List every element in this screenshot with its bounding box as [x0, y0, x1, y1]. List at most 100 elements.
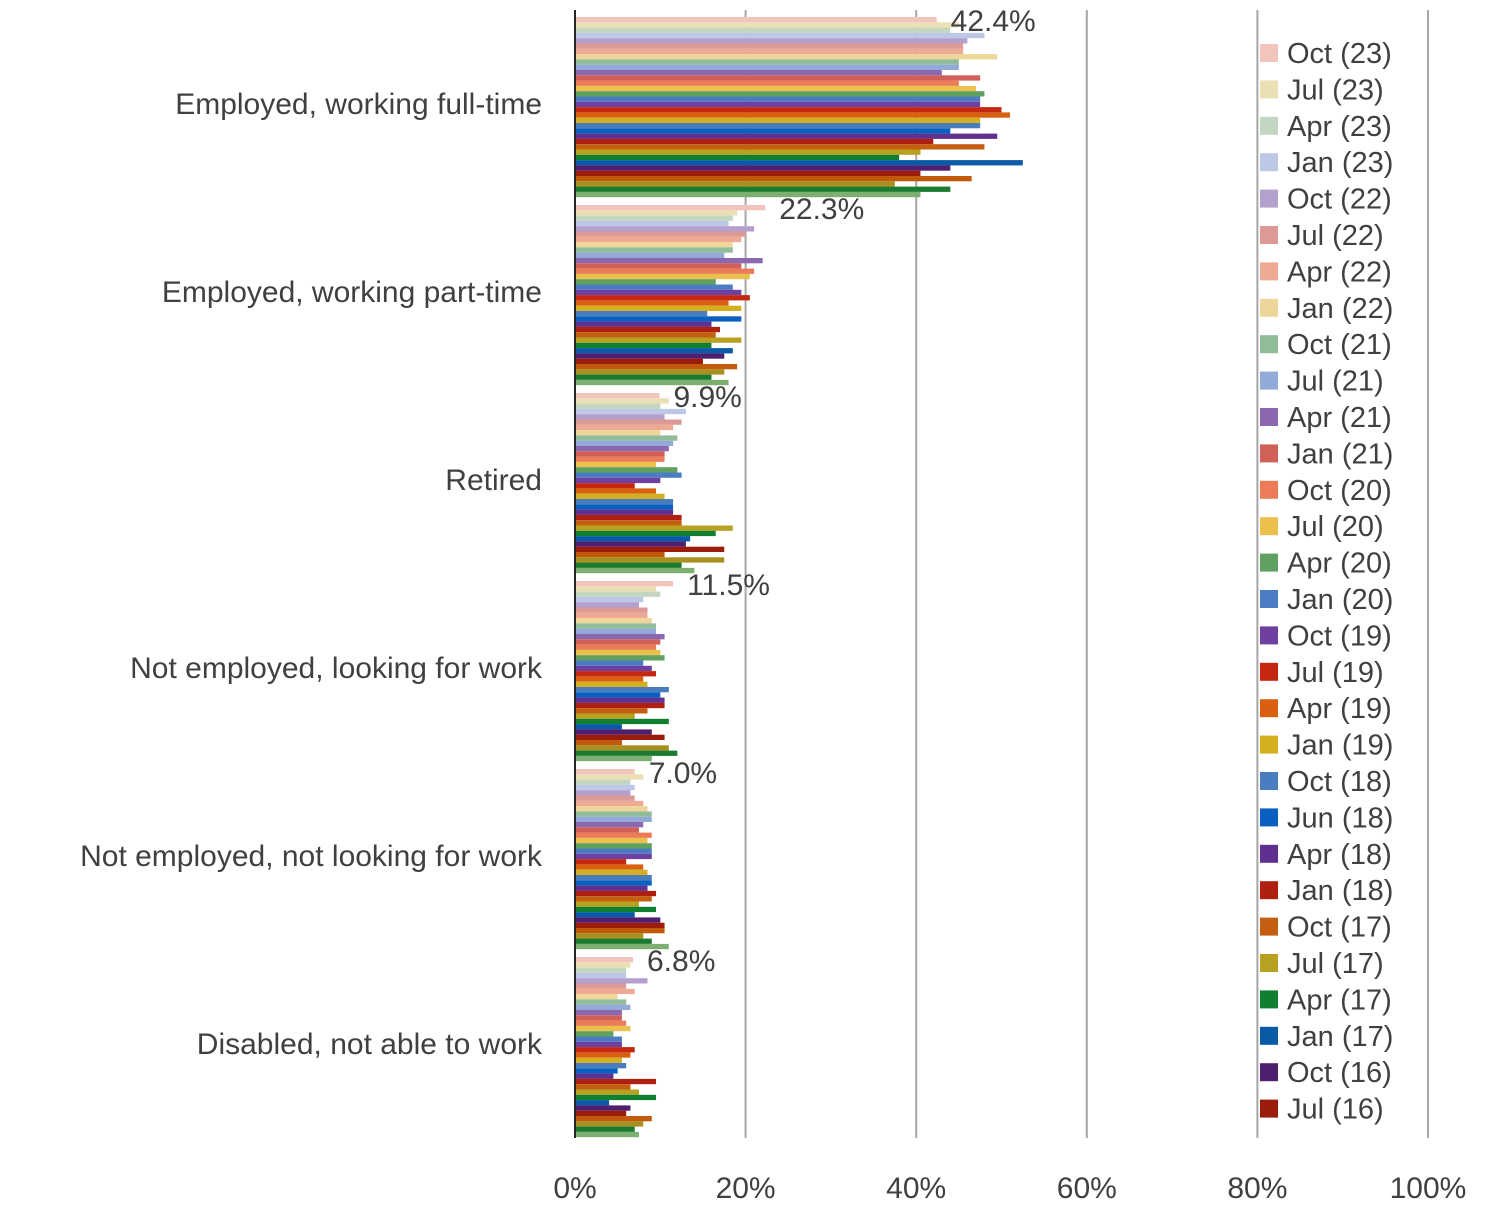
legend-label: Jan (23) [1287, 147, 1393, 179]
bar [575, 258, 763, 264]
bar [575, 289, 742, 296]
legend-label: Jul (23) [1287, 74, 1384, 106]
legend-label: Apr (17) [1287, 984, 1392, 1016]
legend-swatch [1260, 408, 1278, 426]
bar [575, 268, 755, 274]
category-label: Disabled, not able to work [197, 1028, 543, 1061]
bar [575, 440, 674, 446]
data-labels: 42.4% 22.3% 9.9% 11.5% 7.0% 6.8% [647, 5, 1036, 978]
bar [575, 634, 665, 640]
bar [575, 586, 657, 592]
bar [575, 957, 633, 963]
bar [575, 912, 635, 918]
bar [575, 138, 934, 145]
bar [575, 252, 725, 258]
bar [575, 750, 678, 756]
bar [575, 943, 669, 950]
bar [575, 1121, 644, 1127]
bar [575, 1004, 631, 1010]
legend-label: Apr (20) [1287, 548, 1392, 580]
bar [575, 697, 665, 703]
legend-swatch [1260, 881, 1278, 900]
gridlines [744, 10, 1429, 1138]
bar [575, 305, 742, 311]
bar [575, 859, 627, 865]
bar [575, 885, 648, 891]
bar [575, 85, 976, 92]
legend-swatch [1260, 444, 1278, 463]
bar [575, 602, 639, 608]
legend-label: Jan (19) [1287, 730, 1393, 762]
bar [575, 133, 998, 139]
bar [575, 708, 648, 714]
bar [575, 215, 733, 221]
bar [575, 612, 648, 619]
bar [575, 32, 985, 39]
bar [575, 369, 725, 375]
legend-swatch [1260, 153, 1278, 172]
bar [575, 784, 635, 791]
bar [575, 27, 951, 33]
category-label: Not employed, not looking for work [80, 840, 543, 873]
bar [575, 983, 627, 989]
legend-swatch [1260, 44, 1278, 62]
bar [575, 435, 678, 441]
bar [575, 430, 661, 436]
legend-label: Apr (23) [1287, 111, 1392, 143]
bar [575, 398, 669, 404]
bar [575, 1094, 657, 1101]
bar [575, 342, 712, 349]
bar [575, 472, 682, 478]
bar [575, 734, 665, 740]
bar [575, 676, 644, 682]
bar [575, 1084, 631, 1090]
bar [575, 374, 712, 380]
bar [575, 660, 644, 666]
bars [575, 17, 1023, 1138]
bar [575, 639, 661, 645]
bar [575, 665, 652, 672]
bar [575, 806, 648, 812]
x-tick-label: 60% [1057, 1172, 1117, 1205]
legend-label: Jul (16) [1287, 1094, 1384, 1126]
legend-swatch [1260, 590, 1278, 608]
bar [575, 1052, 631, 1058]
bar [575, 149, 921, 155]
bar [575, 220, 729, 227]
x-axis-tick-labels: 0% 20% 40% 60% 80% 100% [553, 1172, 1466, 1205]
legend-swatch [1260, 80, 1278, 99]
legend-label: Jun (18) [1287, 802, 1393, 834]
bar [575, 779, 631, 785]
bar [575, 186, 951, 192]
bar [575, 1041, 622, 1048]
legend-swatch [1260, 226, 1278, 244]
bar [575, 1089, 639, 1095]
bar [575, 1126, 635, 1132]
x-tick-label: 20% [716, 1172, 776, 1205]
bar [575, 623, 657, 629]
bar [575, 1010, 622, 1016]
bar [575, 22, 959, 28]
bar [575, 279, 716, 285]
bar [575, 414, 665, 420]
bar [575, 644, 657, 650]
bar [575, 499, 674, 505]
bar [575, 128, 951, 134]
legend-swatch [1260, 844, 1278, 863]
bar [575, 504, 674, 510]
bar [575, 525, 733, 531]
bar [575, 446, 669, 452]
data-label: 11.5% [687, 569, 770, 602]
bar [575, 210, 738, 216]
bar [575, 536, 691, 542]
bar [575, 191, 921, 198]
bar [575, 1020, 627, 1026]
bar [575, 17, 937, 23]
bar [575, 901, 639, 907]
bar [575, 477, 661, 484]
legend-label: Jan (18) [1287, 875, 1393, 907]
bar [575, 729, 652, 735]
bar [575, 154, 900, 161]
legend-swatch [1260, 553, 1278, 572]
bar [575, 999, 627, 1005]
